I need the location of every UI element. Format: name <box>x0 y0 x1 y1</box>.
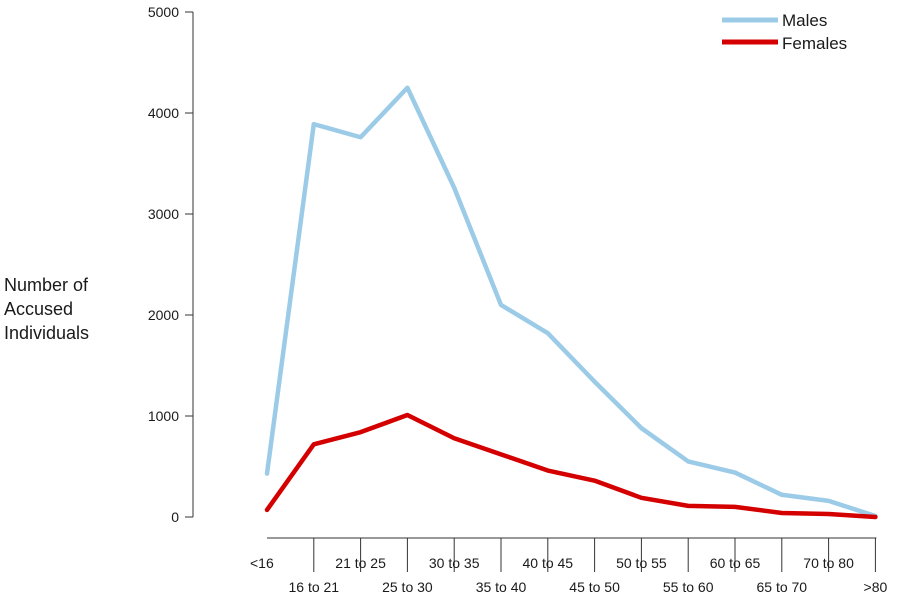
x-tick-label: <16 <box>250 555 274 571</box>
legend-label-females: Females <box>782 34 847 53</box>
y-tick-label: 4000 <box>148 105 179 121</box>
y-tick-label: 0 <box>171 509 179 525</box>
x-tick-label: 30 to 35 <box>429 555 480 571</box>
y-tick-label: 2000 <box>148 307 179 323</box>
y-tick-label: 5000 <box>148 4 179 20</box>
x-tick-label: 70 to 80 <box>803 555 854 571</box>
series-line-females <box>264 412 878 520</box>
y-axis-title-line-2: Accused <box>4 299 73 319</box>
x-tick-label: 16 to 21 <box>288 579 339 595</box>
x-tick-label: 21 to 25 <box>335 555 386 571</box>
x-tick-label: 40 to 45 <box>522 555 573 571</box>
x-tick-label: 45 to 50 <box>569 579 620 595</box>
y-tick-label: 1000 <box>148 408 179 424</box>
y-tick-label: 3000 <box>148 206 179 222</box>
legend: Males Females <box>722 11 847 53</box>
x-tick-label: 55 to 60 <box>663 579 714 595</box>
y-axis-title-line-1: Number of <box>4 275 89 295</box>
x-tick-label: 60 to 65 <box>710 555 761 571</box>
x-tick-label: >80 <box>864 579 888 595</box>
y-axis: 0 1000 2000 3000 4000 5000 <box>148 4 194 525</box>
y-axis-title: Number of Accused Individuals <box>4 275 93 343</box>
y-axis-title-line-3: Individuals <box>4 323 89 343</box>
series-line-males <box>264 85 878 519</box>
legend-label-males: Males <box>782 11 827 30</box>
series-layer <box>264 85 878 520</box>
x-axis: <16 16 to 21 21 to 25 25 to 30 30 to 35 35 to… <box>250 537 888 595</box>
x-tick-label: 35 to 40 <box>476 579 527 595</box>
x-tick-label: 65 to 70 <box>756 579 807 595</box>
x-tick-label: 50 to 55 <box>616 555 667 571</box>
x-tick-label: 25 to 30 <box>382 579 433 595</box>
